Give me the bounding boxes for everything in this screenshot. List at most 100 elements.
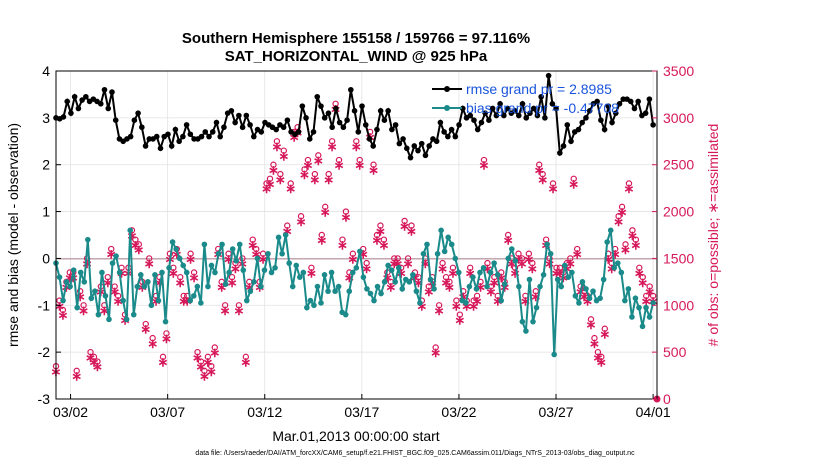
rmse-point [329, 124, 335, 131]
obs-possible-point [515, 250, 522, 257]
obs-assimilated-point: ∗ [568, 176, 579, 191]
bias-point [120, 297, 126, 304]
rmse-point [374, 126, 380, 133]
bias-point [113, 253, 119, 259]
rmse-point [79, 97, 85, 103]
bias-point [417, 300, 423, 306]
rmse-point [542, 115, 548, 121]
obs-possible-point [435, 302, 443, 309]
rmse-point [501, 112, 507, 119]
rmse-point [258, 129, 265, 135]
obs-assimilated-point: ∗ [620, 242, 631, 257]
rmse-point [135, 110, 141, 116]
obs-assimilated-point: ∗ [327, 139, 338, 154]
obs-assimilated-point: ∗ [144, 256, 155, 271]
obs-assimilated-point: ∗ [247, 237, 258, 252]
bias-point [116, 269, 123, 276]
bias-point [88, 295, 95, 302]
x-tick-label: 03/27 [539, 404, 574, 420]
bias-point [491, 260, 497, 266]
obs-possible-point [273, 138, 281, 145]
obs-assimilated-point: ∗ [244, 280, 255, 295]
rmse-point [557, 150, 563, 156]
x-tick-label: 03/07 [150, 404, 185, 420]
rmse-point [306, 136, 313, 142]
bias-point [441, 248, 448, 255]
obs-assimilated-point: ∗ [337, 237, 348, 252]
rmse-point [489, 105, 496, 112]
obs-assimilated-point: ∗ [71, 369, 82, 384]
bias-point [487, 269, 494, 276]
obs-possible-point [573, 245, 581, 253]
bias-point [410, 272, 416, 278]
obs-assimilated-point: ∗ [517, 256, 528, 271]
rmse-point [370, 143, 377, 149]
bias-point [328, 269, 335, 276]
obs-possible-point [432, 344, 439, 351]
bias-point [371, 297, 377, 304]
obs-assimilated-point: ∗ [458, 289, 469, 304]
rmse-point [605, 103, 612, 109]
bias-point [60, 297, 66, 304]
bias-point [480, 265, 487, 271]
right-axis-label: # of obs: o=possible; ∗=assimilated [705, 124, 721, 347]
obs-assimilated-point: ∗ [109, 284, 120, 299]
rmse-point [221, 124, 227, 131]
rmse-point [579, 119, 586, 126]
bias-point [304, 304, 310, 311]
bias-point [268, 269, 275, 276]
obs-assimilated-point: ∗ [99, 303, 110, 318]
left-tick-label: 4 [42, 63, 50, 79]
rmse-point [109, 89, 115, 95]
legend: rmse grand pr = 2.8985 bias grand pr = -… [432, 81, 619, 116]
obs-assimilated-point: ∗ [434, 303, 445, 318]
rmse-point [101, 86, 108, 93]
rmse-point [504, 105, 511, 112]
obs-assimilated-point: ∗ [320, 205, 331, 220]
bias-point [590, 288, 596, 295]
bias-point [180, 262, 186, 269]
bias-point [74, 304, 80, 311]
rmse-point [295, 129, 302, 135]
obs-assimilated-point: ∗ [534, 162, 545, 177]
bias-point [258, 283, 264, 290]
obs-possible-point [211, 344, 218, 351]
rmse-point [97, 101, 104, 107]
bias-point [452, 255, 459, 262]
left-tick-label: -3 [38, 391, 51, 407]
bias-point [84, 236, 91, 243]
bias-point [254, 255, 261, 262]
obs-assimilated-point: ∗ [227, 275, 238, 290]
obs-possible-point [142, 320, 149, 328]
rmse-point [232, 119, 238, 126]
rmse-point [239, 124, 246, 131]
rmse-series [53, 72, 656, 161]
obs-assimilated-point: ∗ [154, 275, 165, 290]
bias-point [134, 283, 141, 290]
legend-rmse-marker [444, 86, 450, 92]
obs-assimilated-point: ∗ [589, 336, 600, 351]
bias-point [392, 279, 398, 285]
obs-assimilated-point: ∗ [75, 289, 86, 304]
obs-assimilated-point: ∗ [520, 294, 531, 309]
obs-possible-point [480, 156, 488, 164]
right-tick-label: 1000 [663, 297, 694, 313]
bias-point [77, 269, 84, 276]
rmse-point [530, 105, 537, 112]
obs-assimilated-point: ∗ [230, 261, 241, 276]
bias-point [272, 265, 278, 271]
obs-possible-point [587, 316, 595, 323]
bias-point [190, 293, 197, 299]
obs-possible-point [618, 203, 626, 211]
obs-possible-point [111, 283, 118, 290]
bias-point [561, 262, 568, 269]
rmse-point [366, 136, 373, 142]
obs-possible-point [163, 330, 170, 337]
obs-assimilated-point: ∗ [454, 312, 465, 327]
obs-assimilated-point: ∗ [64, 270, 75, 285]
rmse-point [534, 112, 541, 119]
obs-assimilated-point: ∗ [441, 275, 452, 290]
rmse-point [616, 101, 623, 107]
obs-assimilated-point: ∗ [316, 233, 327, 248]
